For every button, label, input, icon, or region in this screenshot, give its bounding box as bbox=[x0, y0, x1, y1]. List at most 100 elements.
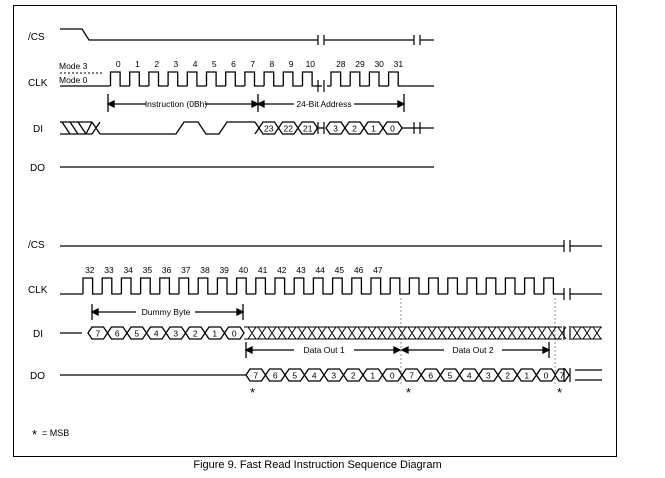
top-clock-number: 8 bbox=[270, 59, 275, 69]
figure-caption: Figure 9. Fast Read Instruction Sequence… bbox=[193, 459, 442, 471]
data-out-2-bit-cell-text: 0 bbox=[544, 370, 549, 380]
instruction-label: Instruction (0Bh) bbox=[145, 99, 208, 109]
bottom-di-label: DI bbox=[33, 329, 43, 340]
top-clock-number: 7 bbox=[250, 59, 255, 69]
data-out-1-bit-cell-text: 7 bbox=[253, 370, 258, 380]
data-out-2-bit-cell-text: 5 bbox=[448, 370, 453, 380]
address-bit-cell-text: 2 bbox=[352, 123, 357, 133]
address-bit-cell-text: 1 bbox=[371, 123, 376, 133]
dummy-bit-cell-text: 0 bbox=[232, 328, 237, 338]
data-out-2-bit-cell-text: 4 bbox=[467, 370, 472, 380]
address-label: 24-Bit Address bbox=[296, 99, 351, 109]
arrow-head bbox=[90, 307, 99, 317]
top-clock-number: 3 bbox=[174, 59, 179, 69]
top-clk-break bbox=[317, 80, 325, 92]
bottom-clock-number: 41 bbox=[258, 265, 268, 275]
arrow-head bbox=[236, 307, 245, 317]
bottom-clock-number: 42 bbox=[277, 265, 287, 275]
top-do-label: DO bbox=[30, 163, 45, 174]
bottom-clock-number: 34 bbox=[123, 265, 133, 275]
data-out-1-bit-cell-text: 1 bbox=[370, 370, 375, 380]
top-clock-number: 29 bbox=[355, 59, 365, 69]
arrow-head bbox=[397, 99, 406, 109]
top-cs-signal bbox=[60, 28, 434, 41]
arrow-head bbox=[393, 345, 402, 355]
mode0-label: Mode 0 bbox=[59, 75, 88, 85]
bottom-clock-number: 36 bbox=[162, 265, 172, 275]
bottom-clock-number: 47 bbox=[373, 265, 383, 275]
data-out-1-bit-cell-text: 5 bbox=[292, 370, 297, 380]
top-clk-pulses-b bbox=[330, 71, 408, 87]
data-out-1-bit-cell-text: 0 bbox=[390, 370, 395, 380]
data-out-2-bit-cell-text: 2 bbox=[505, 370, 510, 380]
dummy-bit-cell-text: 3 bbox=[173, 328, 178, 338]
top-clock-number: 30 bbox=[374, 59, 384, 69]
data-out-3-bit-cell bbox=[554, 368, 570, 382]
top-di-label: DI bbox=[33, 124, 43, 135]
mode3-label: Mode 3 bbox=[59, 61, 88, 71]
bottom-clock-number: 43 bbox=[296, 265, 306, 275]
bottom-clock-number: 44 bbox=[315, 265, 325, 275]
data-out-1-bit-cell-text: 4 bbox=[312, 370, 317, 380]
top-di-break bbox=[317, 122, 325, 134]
bottom-clock-number: 39 bbox=[219, 265, 229, 275]
top-clock-number: 28 bbox=[336, 59, 346, 69]
arrow-head bbox=[244, 345, 253, 355]
dummy-bit-cell-text: 7 bbox=[95, 328, 100, 338]
dummy-bit-cell bbox=[223, 326, 245, 340]
arrow-head bbox=[106, 99, 115, 109]
top-clock-number: 4 bbox=[193, 59, 198, 69]
top-di-signal bbox=[100, 121, 255, 135]
arrow-head bbox=[400, 345, 409, 355]
data-out-2-label: Data Out 2 bbox=[452, 345, 493, 355]
arrow-head bbox=[542, 345, 551, 355]
arrow-head bbox=[251, 99, 260, 109]
top-clk-pulses-a bbox=[109, 71, 322, 87]
dummy-bit-cell-text: 6 bbox=[115, 328, 120, 338]
diagram-frame bbox=[13, 5, 617, 457]
instruction-span-ticks bbox=[107, 94, 405, 112]
top-clock-number: 10 bbox=[306, 59, 316, 69]
top-clk-label: CLK bbox=[28, 78, 48, 89]
dummy-byte-label: Dummy Byte bbox=[142, 307, 191, 317]
top-clock-number: 1 bbox=[135, 59, 140, 69]
bottom-cs-break bbox=[563, 240, 571, 252]
data-out-2-bit-cell-text: 6 bbox=[428, 370, 433, 380]
dummy-bit-cell-text: 4 bbox=[154, 328, 159, 338]
top-clock-number: 31 bbox=[394, 59, 404, 69]
data-out-3-bit-cell-text: 7 bbox=[560, 370, 565, 380]
address-bit-cell-text: 0 bbox=[390, 123, 395, 133]
bottom-clk-label: CLK bbox=[28, 285, 48, 296]
bottom-clk-pulses bbox=[82, 277, 563, 295]
address-bit-cell bbox=[382, 121, 403, 135]
bottom-di-dont-care bbox=[244, 326, 567, 340]
top-di-break-2 bbox=[413, 122, 421, 134]
address-bit-cell-text: 3 bbox=[333, 123, 338, 133]
data-out-1-bit-cell-text: 3 bbox=[331, 370, 336, 380]
top-di-idle-pattern bbox=[60, 121, 101, 135]
legend-text: = MSB bbox=[42, 428, 69, 438]
bottom-clock-number: 32 bbox=[85, 265, 95, 275]
top-clock-number: 6 bbox=[231, 59, 236, 69]
bottom-clock-number: 46 bbox=[354, 265, 364, 275]
top-clock-number: 0 bbox=[116, 59, 121, 69]
bottom-clock-number: 45 bbox=[335, 265, 345, 275]
bottom-clock-number: 40 bbox=[239, 265, 249, 275]
bottom-do-break bbox=[563, 368, 571, 382]
bottom-clock-number: 33 bbox=[104, 265, 114, 275]
msb-marker-3: * bbox=[557, 385, 562, 400]
top-cs-break-1 bbox=[317, 35, 325, 45]
data-out-2-bit-cell-text: 3 bbox=[486, 370, 491, 380]
data-out-1-bit-cell-text: 2 bbox=[351, 370, 356, 380]
address-bit-cell-text: 23 bbox=[264, 123, 274, 133]
bottom-clock-number: 35 bbox=[143, 265, 153, 275]
top-clock-number: 2 bbox=[154, 59, 159, 69]
bottom-clock-number: 38 bbox=[200, 265, 210, 275]
top-clock-number: 9 bbox=[289, 59, 294, 69]
bottom-do-tail bbox=[575, 369, 602, 381]
bottom-do-label: DO bbox=[30, 371, 45, 382]
legend-star: * bbox=[32, 427, 37, 442]
msb-marker-1: * bbox=[250, 385, 255, 400]
